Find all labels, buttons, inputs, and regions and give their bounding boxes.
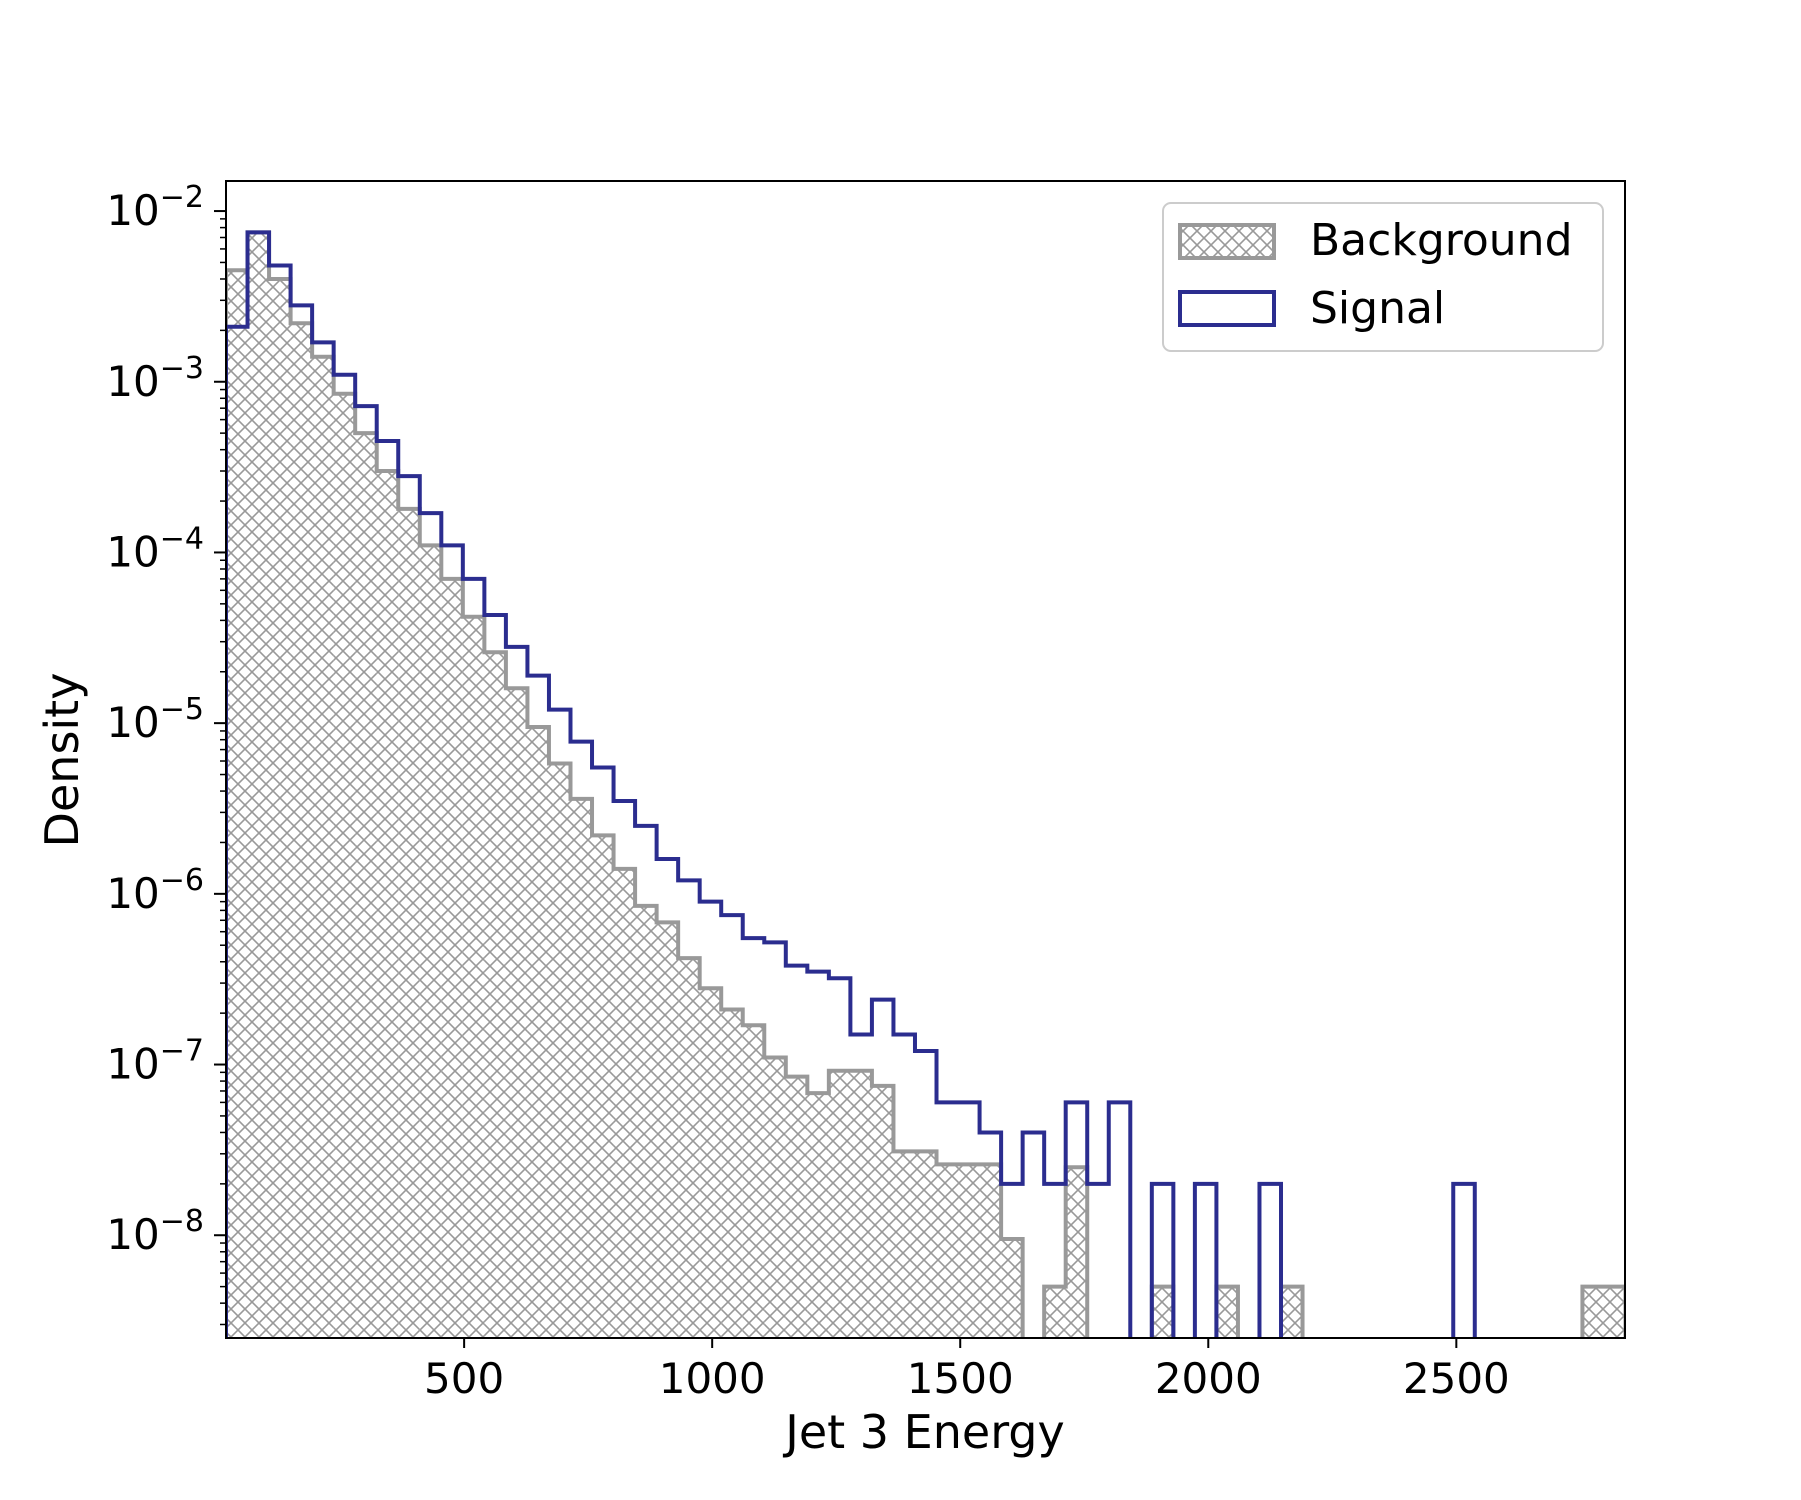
series-layer (226, 230, 1625, 1338)
background-bar (1281, 1286, 1303, 1338)
background-bar (850, 1070, 872, 1338)
background-bar (333, 393, 356, 1338)
background-bar (893, 1151, 915, 1338)
legend-swatch-signal (1178, 290, 1276, 327)
background-bar (785, 1076, 808, 1338)
background-bar (1603, 1286, 1625, 1338)
y-axis: 10−8 10−7 10−6 10−5 10−4 10−3 10−2 (106, 180, 226, 1326)
y-tick-label: 10−6 (106, 863, 204, 918)
background-bar (699, 988, 722, 1338)
background-bar (1582, 1286, 1604, 1338)
background-bar (914, 1151, 937, 1338)
background-bar (592, 835, 614, 1338)
background-bar (398, 508, 420, 1338)
background-bar (764, 1057, 786, 1338)
y-tick-label: 10−7 (106, 1034, 204, 1089)
background-bar (376, 471, 399, 1338)
y-axis-title: Density (35, 673, 89, 848)
background-bar (441, 578, 463, 1338)
background-bar (635, 905, 657, 1338)
background-bar (1151, 1286, 1174, 1338)
background-bar (936, 1164, 959, 1338)
background-bar (871, 1085, 894, 1338)
y-tick-label: 10−8 (106, 1204, 204, 1259)
background-bar (958, 1164, 980, 1338)
background-bar (548, 763, 571, 1338)
background-bar (1001, 1239, 1023, 1338)
legend-label-background: Background (1310, 215, 1573, 266)
background-bar (1065, 1167, 1088, 1338)
background-bar (312, 356, 334, 1338)
x-tick-label: 1500 (907, 1354, 1014, 1403)
background-bar (807, 1093, 829, 1338)
plot-frame (225, 180, 1626, 1339)
background-bar (462, 616, 485, 1338)
legend-label-signal: Signal (1310, 283, 1445, 334)
background-bar (742, 1025, 765, 1338)
y-tick-label: 10−2 (106, 180, 204, 235)
y-tick-label: 10−5 (106, 692, 204, 747)
background-bar (721, 1009, 743, 1338)
x-axis: 500 1000 1500 2000 2500 (424, 1338, 1510, 1403)
y-tick-label: 10−4 (106, 521, 204, 576)
background-bar (527, 726, 549, 1338)
legend-swatch-background (1178, 223, 1276, 260)
background-bar (290, 323, 313, 1338)
x-tick-label: 2500 (1403, 1354, 1510, 1403)
background-bar (656, 922, 679, 1338)
background-bar (1216, 1286, 1238, 1338)
background-bar (355, 433, 377, 1338)
x-tick-label: 2000 (1155, 1354, 1262, 1403)
legend: Background Signal (1162, 202, 1604, 352)
background-bar (247, 232, 270, 1338)
background-outline (226, 230, 1625, 1338)
background-bar (505, 688, 528, 1338)
background-bar (828, 1070, 851, 1338)
background-bar (678, 958, 700, 1338)
background-bar (570, 798, 593, 1338)
x-tick-label: 500 (424, 1354, 504, 1403)
background-bar (1044, 1286, 1066, 1338)
background-bar (269, 278, 291, 1338)
background-bar (979, 1164, 1002, 1338)
background-bar (226, 270, 248, 1338)
y-tick-label: 10−3 (106, 351, 204, 406)
signal-outline (226, 230, 1477, 1338)
background-bar (419, 545, 442, 1338)
x-axis-title: Jet 3 Energy (782, 1405, 1064, 1459)
background-bar (613, 868, 636, 1338)
background-bar (484, 652, 506, 1338)
x-tick-label: 1000 (659, 1354, 766, 1403)
background-bars (226, 232, 1625, 1338)
